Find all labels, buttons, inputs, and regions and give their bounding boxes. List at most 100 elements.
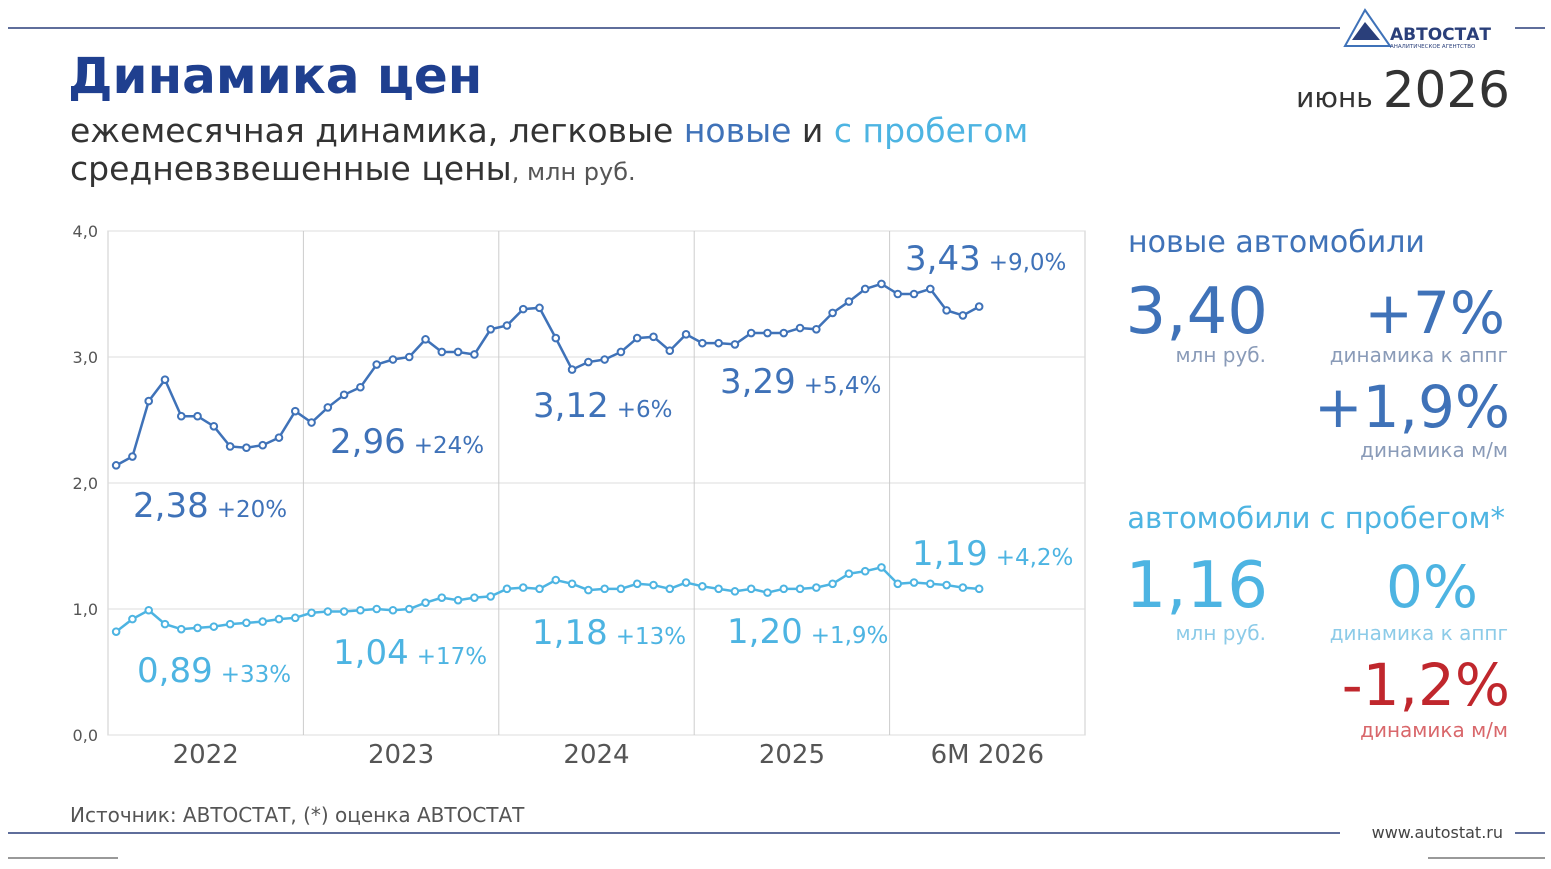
logo-mark [1343, 8, 1392, 47]
summary-used: автомобили с пробегом* 1,16 млн руб. 0% … [1126, 501, 1511, 742]
period-label: 0,89 +33% [137, 651, 291, 691]
data-point [339, 390, 349, 400]
data-point [144, 605, 154, 615]
x-tick-label: 2025 [759, 740, 825, 770]
data-point [193, 411, 202, 421]
data-point [290, 613, 300, 623]
data-point [681, 330, 691, 339]
period-average: 1,19 [912, 534, 988, 574]
data-point [128, 452, 137, 461]
report-date: июнь 2026 [1296, 61, 1510, 119]
report-month: июнь [1296, 81, 1373, 114]
data-point [600, 355, 609, 364]
subtitle-part: средневзвешенные цены [70, 149, 512, 188]
data-point [437, 347, 447, 357]
data-point [763, 328, 772, 338]
period-average: 1,18 [532, 613, 608, 653]
data-point [111, 461, 121, 470]
data-point [746, 584, 756, 594]
y-tick-label: 4,0 [73, 222, 98, 241]
data-point [877, 279, 886, 289]
data-point [893, 289, 903, 299]
data-point [877, 563, 886, 572]
data-point [176, 624, 186, 634]
data-point [421, 598, 430, 608]
period-average: 0,89 [137, 651, 213, 691]
summary-price: 1,16 [1126, 549, 1269, 623]
data-point [404, 604, 414, 614]
title: Динамика цен [68, 47, 482, 105]
period-label: 2,38 +20% [133, 486, 287, 526]
subtitle-part: ежемесячная динамика, легковые [70, 111, 684, 150]
summary-mom-label: динамика м/м [1360, 438, 1508, 462]
data-point [779, 328, 789, 338]
data-point [909, 289, 919, 299]
data-point [974, 584, 984, 594]
period-average: 3,43 [905, 239, 981, 279]
summary-yoy: +7% [1364, 279, 1505, 347]
data-point [730, 340, 740, 349]
data-point [763, 588, 772, 597]
data-point [518, 583, 528, 592]
logo-subtext: АНАЛИТИЧЕСКОЕ АГЕНТСТВО [1390, 44, 1476, 50]
period-change: +9,0% [989, 250, 1067, 276]
period-change: +4,2% [996, 545, 1074, 571]
period-average: 2,96 [330, 422, 406, 462]
x-tick-label: 2022 [173, 740, 239, 770]
data-point [681, 578, 691, 587]
subtitle-new: новые [684, 111, 792, 150]
summary-yoy-label: динамика к аппг [1330, 343, 1508, 367]
x-tick-label: 2023 [368, 740, 434, 770]
report-year: 2026 [1383, 61, 1510, 119]
subtitle-used: с пробегом [834, 111, 1028, 150]
x-tick-label: 2024 [563, 740, 629, 770]
data-point [518, 304, 528, 314]
data-point [356, 605, 365, 615]
summary-price: 3,40 [1126, 275, 1269, 349]
data-point [844, 569, 854, 579]
data-point [746, 328, 756, 338]
period-label: 2,96 +24% [330, 422, 484, 462]
data-point [290, 406, 300, 416]
summary-mom: +1,9% [1314, 373, 1510, 441]
data-point [632, 579, 642, 589]
period-change: +6% [617, 397, 673, 423]
data-point [111, 627, 121, 636]
data-point [730, 587, 740, 596]
summary-title: автомобили с пробегом* [1127, 501, 1505, 535]
subtitle-2: средневзвешенные цены, млн руб. [70, 149, 636, 188]
data-point [339, 607, 349, 616]
data-point [388, 355, 398, 364]
data-point [242, 618, 251, 628]
y-tick-label: 2,0 [73, 474, 98, 493]
data-point [958, 583, 968, 592]
data-point [225, 619, 235, 629]
data-point [453, 595, 463, 605]
data-point [258, 440, 267, 450]
x-tick-label: 6М 2026 [931, 740, 1044, 770]
period-change: +33% [221, 662, 291, 688]
y-tick-label: 3,0 [73, 348, 98, 367]
site: www.autostat.ru [1372, 823, 1503, 842]
data-point [974, 302, 984, 311]
data-point [698, 582, 707, 591]
data-point [128, 614, 137, 624]
logo-text: АВТОСТАТ [1390, 25, 1491, 45]
data-point [242, 443, 251, 453]
data-point [567, 365, 577, 374]
data-point [584, 357, 593, 367]
data-point [828, 579, 837, 589]
summary-yoy: 0% [1386, 553, 1478, 621]
data-point [372, 604, 381, 614]
data-point [649, 332, 658, 342]
data-point [160, 375, 170, 384]
subtitle: ежемесячная динамика, легковые новые и с… [70, 111, 1028, 150]
data-point [437, 593, 447, 602]
data-point [567, 579, 577, 589]
data-point [404, 352, 414, 362]
data-point [225, 442, 235, 451]
data-point [860, 284, 870, 294]
data-point [958, 311, 968, 320]
period-average: 2,38 [133, 486, 209, 526]
